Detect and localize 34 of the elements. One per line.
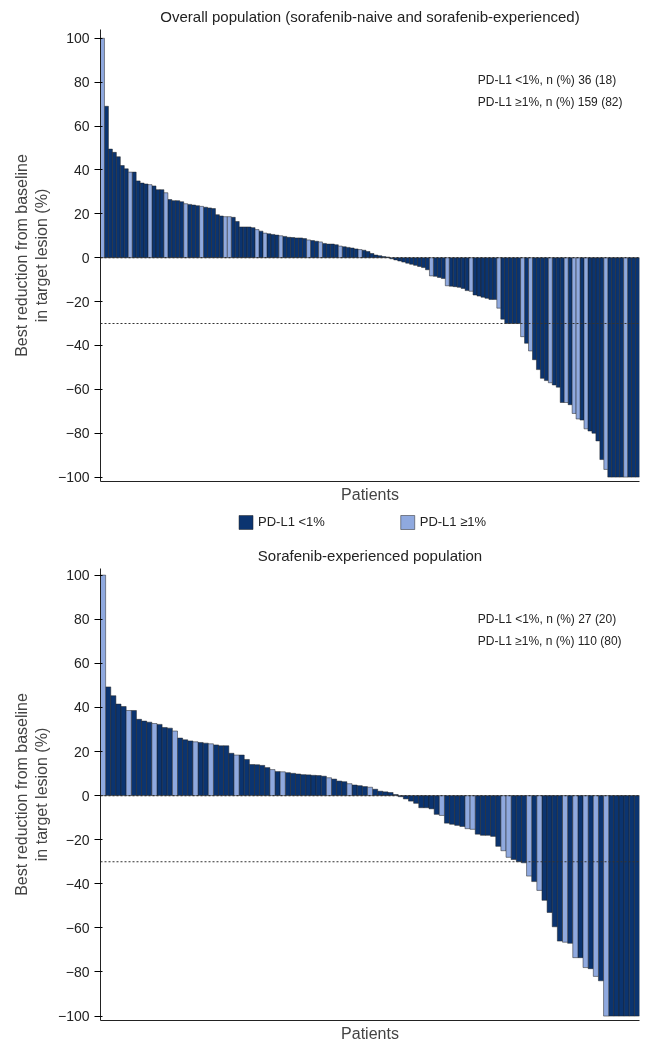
- y-tick-label: −60: [65, 381, 90, 398]
- x-axis-title: Patients: [341, 1024, 399, 1042]
- y-tick-label: 40: [73, 161, 90, 178]
- annotation: PD-L1 <1%, n (%) 27 (20): [477, 611, 617, 626]
- y-tick-label: −100: [57, 469, 90, 486]
- legend-label: PD-L1 <1%: [258, 513, 326, 529]
- y-tick-label: 40: [73, 699, 90, 716]
- annotation: PD-L1 <1%, n (%) 36 (18): [477, 72, 617, 87]
- y-tick-label: −100: [57, 1008, 90, 1025]
- y-tick-label: 60: [73, 655, 90, 672]
- y-tick-label: 0: [81, 787, 90, 804]
- y-tick-label: 20: [73, 743, 90, 760]
- y-tick-label: −80: [65, 963, 90, 980]
- x-axis-title: Patients: [341, 485, 399, 503]
- y-tick-label: 100: [66, 567, 90, 584]
- y-tick-label: 80: [73, 611, 90, 628]
- y-axis-title: Best reduction from baseline in target lesion (%): [12, 693, 50, 896]
- y-tick-label: −80: [65, 425, 90, 442]
- annotation: PD-L1 ≥1%, n (%) 159 (82): [477, 94, 623, 109]
- y-tick-label: 0: [81, 249, 90, 266]
- y-tick-label: −20: [65, 293, 90, 310]
- y-tick-label: −40: [65, 337, 90, 354]
- chart-title: Sorafenib-experienced population: [257, 546, 483, 564]
- y-tick-label: −40: [65, 875, 90, 892]
- y-tick-label: −20: [65, 831, 90, 848]
- y-tick-label: 60: [73, 118, 90, 135]
- legend-label: PD-L1 ≥1%: [419, 513, 487, 529]
- y-tick-label: 20: [73, 205, 90, 222]
- y-tick-label: 80: [73, 74, 90, 91]
- annotation: PD-L1 ≥1%, n (%) 110 (80): [477, 633, 622, 648]
- y-tick-label: −60: [65, 919, 90, 936]
- y-tick-label: 100: [66, 30, 90, 47]
- chart-title: Overall population (sorafenib-naive and sorafenib-experienced): [160, 7, 580, 25]
- y-axis-title: Best reduction from baseline in target lesion (%): [12, 154, 50, 357]
